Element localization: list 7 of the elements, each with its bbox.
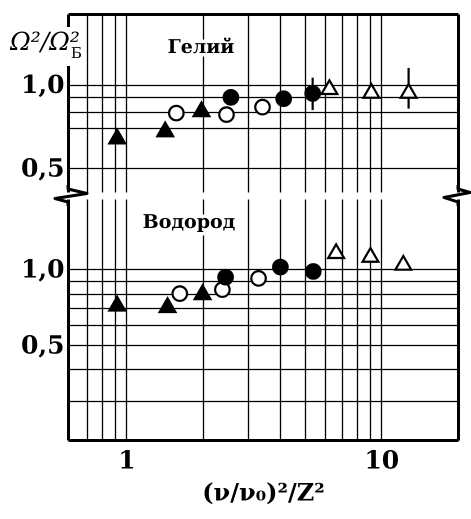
x-tick-label: 1 xyxy=(118,446,136,474)
y-tick-label: 1,0 xyxy=(21,70,64,100)
x-axis-title: (ν/ν₀)²/Z² xyxy=(202,478,325,506)
y-tick-label: 0,5 xyxy=(21,330,64,360)
x-tick-label: 10 xyxy=(364,446,400,474)
y-tick-label: 0,5 xyxy=(21,154,64,183)
y-tick-label: 1,0 xyxy=(21,254,64,284)
